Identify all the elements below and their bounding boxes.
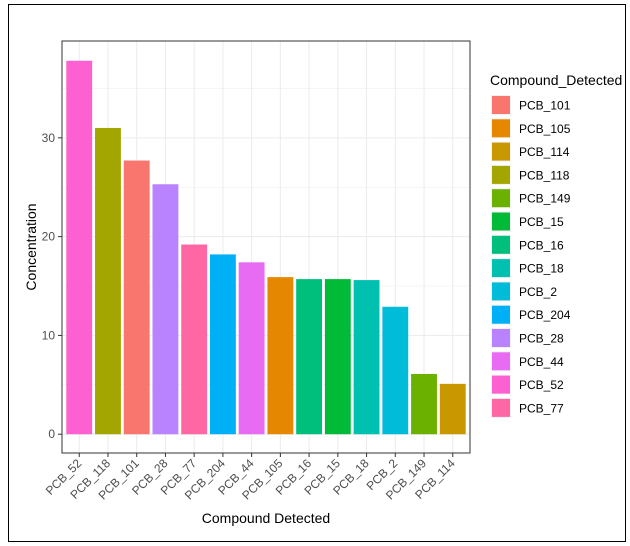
legend-swatch: [492, 212, 510, 231]
bar-pcb-77: [181, 244, 208, 435]
bar-pcb-118: [95, 127, 121, 435]
grid-layer: [62, 41, 470, 453]
legend-item: PCB_118: [491, 164, 570, 185]
legend-title: Compound_Detected: [490, 72, 622, 88]
x-axis-title: Compound Detected: [202, 510, 330, 526]
legend-swatch: [492, 329, 510, 347]
legend-items: PCB_101 PCB_105 PCB_114 PCB_118 PCB_149 PCB_1…: [491, 95, 571, 418]
y-axis-title: Concentration: [23, 203, 39, 290]
legend-swatch: [492, 375, 510, 394]
bar-pcb-15: [324, 279, 351, 435]
legend-swatch: [492, 305, 510, 324]
legend-swatch: [492, 259, 510, 278]
legend-label: PCB_16: [519, 238, 564, 252]
legend-label: PCB_101: [519, 99, 571, 113]
y-tick-label: 0: [48, 427, 55, 441]
legend-item: PCB_204: [491, 304, 571, 325]
legend-item: PCB_52: [491, 374, 564, 395]
legend-label: PCB_118: [519, 168, 570, 182]
legend-swatch: [492, 235, 510, 254]
bar-pcb-149: [411, 373, 437, 435]
x-axis: PCB_52PCB_118PCB_101PCB_28PCB_77PCB_204P…: [43, 453, 458, 502]
legend-label: PCB_149: [519, 192, 571, 206]
legend-label: PCB_2: [519, 285, 557, 299]
legend-label: PCB_28: [519, 332, 564, 346]
legend-swatch: [492, 398, 510, 417]
legend-label: PCB_77: [519, 401, 564, 415]
legend-swatch: [492, 119, 510, 138]
legend-item: PCB_2: [491, 281, 557, 302]
bar-pcb-204: [209, 254, 236, 435]
legend-item: PCB_101: [491, 95, 571, 115]
legend-label: PCB_44: [519, 355, 564, 369]
legend-label: PCB_114: [519, 145, 570, 159]
legend-item: PCB_44: [491, 351, 564, 372]
legend-label: PCB_52: [519, 378, 564, 392]
bar-pcb-16: [296, 279, 323, 435]
legend-item: PCB_149: [491, 188, 571, 209]
bar-pcb-44: [238, 262, 265, 435]
legend-item: PCB_18: [491, 258, 564, 279]
bar-pcb-101: [123, 160, 150, 435]
y-tick-label: 30: [42, 131, 56, 145]
bar-pcb-2: [382, 306, 409, 435]
legend-item: PCB_114: [491, 141, 570, 162]
bar-pcb-114: [439, 383, 466, 435]
legend: Compound_Detected PCB_101PCB_105PCB_114P…: [490, 72, 622, 418]
legend-label: PCB_105: [519, 122, 571, 136]
y-axis: 0 10 20 30: [42, 131, 62, 441]
legend-label: PCB_15: [519, 215, 564, 229]
legend-label: PCB_18: [519, 262, 564, 276]
legend-item: PCB_28: [491, 328, 564, 348]
legend-item: PCB_77: [491, 397, 564, 418]
legend-label: PCB_204: [519, 308, 571, 322]
bar-layer: [66, 60, 466, 435]
panel-border: [61, 40, 471, 454]
bar-pcb-105: [267, 277, 294, 435]
legend-item: PCB_15: [491, 211, 564, 232]
y-tick-label: 10: [42, 328, 56, 342]
legend-item: PCB_105: [491, 118, 571, 139]
legend-swatch: [492, 352, 510, 371]
bar-pcb-18: [353, 280, 380, 435]
legend-swatch: [492, 142, 510, 161]
legend-swatch: [492, 282, 510, 301]
legend-swatch: [492, 165, 510, 184]
legend-item: PCB_16: [491, 234, 564, 255]
bar-pcb-52: [66, 60, 93, 435]
legend-swatch: [492, 96, 510, 114]
y-tick-label: 20: [42, 230, 56, 244]
bar-pcb-28: [152, 184, 179, 435]
legend-swatch: [492, 189, 510, 208]
